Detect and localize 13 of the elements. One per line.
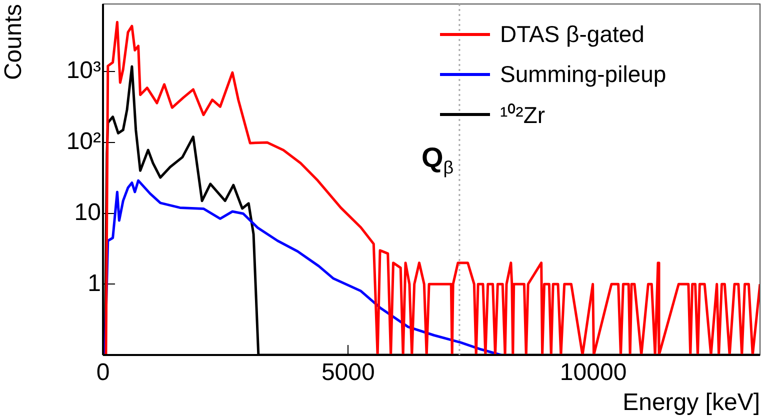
legend-label: Summing-pileup bbox=[500, 60, 666, 88]
y-tick-label: 10³ bbox=[66, 57, 102, 84]
y-tick-label: 10² bbox=[66, 128, 102, 156]
x-tick-label: 5000 bbox=[321, 359, 375, 386]
ref-line-label: Q$_{β}$ bbox=[421, 142, 454, 179]
y-tick-label: 10 bbox=[74, 198, 101, 226]
x-tick-label: 10000 bbox=[560, 359, 627, 386]
x-tick-label: 0 bbox=[96, 359, 110, 386]
x-axis-title: Energy [keV] bbox=[622, 389, 760, 416]
legend-label: DTAS β-gated bbox=[500, 20, 644, 48]
y-axis-title: Counts bbox=[0, 4, 28, 80]
legend-label: ¹⁰²Zr bbox=[500, 101, 546, 130]
y-tick-label: 1 bbox=[88, 270, 101, 297]
